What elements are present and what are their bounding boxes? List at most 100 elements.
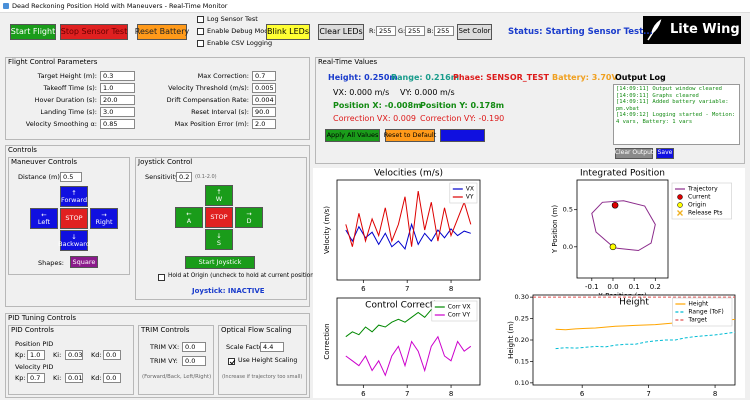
option-checkbox[interactable]	[197, 28, 204, 35]
gain-input[interactable]: 0.03	[65, 350, 83, 360]
rgb-label: G:	[398, 27, 406, 35]
joystick-panel-title: Joystick Control	[138, 158, 193, 166]
chart-title: Integrated Position	[580, 169, 665, 179]
start-joystick-button[interactable]: Start Joystick	[185, 256, 255, 269]
stop-sensor-test-button[interactable]: Stop Sensor Test	[60, 24, 128, 40]
legend-swatch	[677, 210, 683, 216]
height-scaling-checkbox[interactable]	[228, 358, 235, 365]
sensitivity-input[interactable]: 0.2	[176, 172, 192, 182]
clear-leds-button[interactable]: Clear LEDs	[318, 24, 364, 40]
param-input[interactable]: 0.7	[252, 71, 276, 81]
y-tick-label: 0.30	[515, 293, 529, 301]
gain-input[interactable]: 0.0	[103, 350, 121, 360]
start-joystick-button-label: Start Joystick	[198, 258, 242, 267]
start-flight-button[interactable]: Start Flight	[10, 24, 56, 40]
param-input[interactable]: 0.3	[100, 71, 135, 81]
reset-battery-button[interactable]: Reset Battery	[135, 24, 189, 40]
output-log-title: Output Log	[615, 73, 666, 82]
vx-value: VX: 0.000 m/s	[333, 88, 390, 97]
maneuver-button[interactable]: ↑ Forward	[60, 186, 88, 207]
plot-frame	[576, 179, 669, 279]
param-input[interactable]: 90.0	[252, 107, 276, 117]
trim-note: (Forward/Back, Left/Right)	[142, 374, 212, 380]
param-input[interactable]: 3.0	[100, 107, 135, 117]
position-x-value: Position X: -0.008m	[333, 101, 422, 110]
blue-button[interactable]	[440, 129, 485, 142]
joystick-button-label: D	[246, 216, 252, 225]
joystick-button[interactable]: → D	[235, 207, 263, 228]
maneuver-button[interactable]: → Right	[90, 208, 118, 229]
x-tick-label: -0.1	[585, 283, 599, 291]
flight-params-panel-title: Flight Control Parameters	[8, 58, 98, 66]
joystick-button-label: ↑	[216, 187, 222, 196]
hold-origin-label: Hold at Origin (uncheck to hold at curre…	[168, 273, 317, 279]
position-y-value: Position Y: 0.178m	[420, 101, 505, 110]
joystick-button-label: S	[216, 238, 222, 247]
sensitivity-range: (0.1-2.0)	[195, 174, 217, 180]
legend-label: Trajectory	[687, 186, 718, 193]
option-checkbox[interactable]	[197, 40, 204, 47]
joystick-button[interactable]: ← A	[175, 207, 203, 228]
x-tick-label: 6	[580, 390, 585, 398]
gain-input[interactable]: 0.7	[27, 373, 45, 383]
maneuver-button[interactable]: STOP	[60, 208, 88, 229]
hold-origin-checkbox[interactable]	[158, 274, 165, 281]
trim-input[interactable]: 0.0	[182, 356, 206, 366]
legend-box	[431, 300, 478, 322]
clear-output-button[interactable]: Clear Output	[615, 148, 653, 159]
maneuver-button-label: Forward	[60, 195, 88, 204]
rgb-input[interactable]: 255	[376, 26, 396, 36]
reset-default-button-label: Reset to Default	[383, 131, 437, 140]
legend-label: Release Pts	[688, 210, 722, 217]
scale-input[interactable]: 4.4	[260, 342, 284, 352]
save-button[interactable]: Save	[656, 148, 674, 159]
param-label: Max Correction:	[197, 72, 249, 80]
gain-input[interactable]: 0.0	[103, 373, 121, 383]
logo-box	[665, 16, 741, 44]
save-button-label: Save	[657, 149, 673, 157]
pid-group-title: Position PID	[15, 340, 54, 348]
reset-default-button[interactable]: Reset to Default	[383, 129, 437, 142]
shape-button[interactable]: Square	[70, 256, 98, 268]
blink-leds-button[interactable]: Blink LEDs	[266, 24, 310, 40]
legend-swatch	[677, 202, 683, 208]
gain-input[interactable]: 0.01	[65, 373, 83, 383]
trim-input[interactable]: 0.0	[182, 342, 206, 352]
joystick-status: Joystick: INACTIVE	[192, 287, 265, 295]
param-input[interactable]: 0.004	[252, 95, 276, 105]
maneuver-button[interactable]: ← Left	[30, 208, 58, 229]
x-tick-label: 0.1	[629, 283, 640, 291]
start-flight-button-label: Start Flight	[10, 26, 56, 36]
maneuver-button-label: Right	[95, 217, 113, 226]
maneuver-button-label: ↑	[71, 188, 77, 197]
maneuver-button[interactable]: ↓ Backward	[58, 230, 90, 251]
param-input[interactable]: 0.005	[252, 83, 276, 93]
apply-values-button[interactable]: Apply All Values	[325, 129, 380, 142]
legend-label: Corr VY	[448, 312, 471, 319]
option-checkbox[interactable]	[197, 16, 204, 23]
x-tick-label: 8	[449, 285, 453, 293]
y-axis-label: Correction	[323, 323, 331, 359]
option-label: Enable CSV Logging	[207, 39, 273, 47]
legend-label: Current	[688, 194, 711, 201]
y-axis-label: Y Position (m)	[551, 205, 559, 255]
param-input[interactable]: 0.85	[100, 119, 135, 129]
rgb-label: R:	[369, 27, 376, 35]
param-label: Target Height (m):	[37, 72, 97, 80]
param-input[interactable]: 2.0	[252, 119, 276, 129]
series-line	[345, 191, 472, 247]
set-color-button[interactable]: Set Color	[457, 24, 492, 40]
param-input[interactable]: 1.0	[100, 83, 135, 93]
distance-input[interactable]: 0.5	[60, 172, 82, 182]
rgb-input[interactable]: 255	[405, 26, 425, 36]
x-tick-label: 7	[405, 390, 409, 398]
vy-value: VY: 0.000 m/s	[400, 88, 455, 97]
joystick-button[interactable]: ↑ W	[205, 185, 233, 206]
rgb-input[interactable]: 255	[434, 26, 454, 36]
realtime-panel-title: Real-Time Values	[318, 58, 378, 66]
joystick-button[interactable]: STOP	[205, 207, 233, 228]
param-input[interactable]: 20.0	[100, 95, 135, 105]
joystick-button[interactable]: ↓ S	[205, 229, 233, 250]
gain-input[interactable]: 1.0	[27, 350, 45, 360]
